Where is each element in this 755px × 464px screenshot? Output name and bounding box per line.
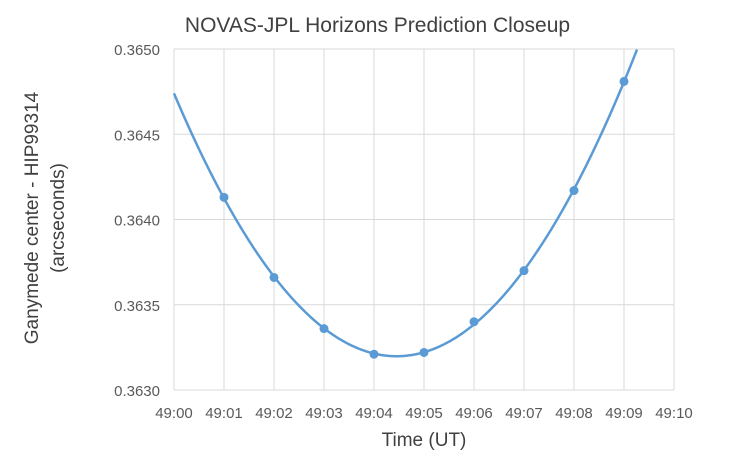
- x-tick-label: 49:01: [205, 405, 243, 422]
- y-axis-label-line2: (arcseconds): [48, 163, 69, 273]
- y-tick-labels: 0.3630 0.3635 0.3640 0.3645 0.3650: [114, 42, 160, 400]
- x-tick-label: 49:03: [305, 405, 343, 422]
- x-tick-label: 49:10: [655, 405, 693, 422]
- y-tick-label: 0.3635: [114, 298, 160, 315]
- data-point: [519, 266, 529, 276]
- data-point: [269, 272, 279, 282]
- y-axis-label-line1: Ganymede center - HIP99314: [22, 91, 43, 345]
- data-point: [619, 76, 629, 86]
- grid: [173, 48, 675, 391]
- x-tick-label: 49:02: [255, 405, 293, 422]
- y-tick-label: 0.3630: [114, 383, 160, 400]
- data-point: [569, 186, 579, 196]
- x-tick-label: 49:08: [555, 405, 593, 422]
- data-point: [469, 317, 479, 327]
- data-point: [419, 347, 429, 357]
- x-tick-labels: 49:00 49:01 49:02 49:03 49:04 49:05 49:06 49:07…: [155, 405, 693, 422]
- y-tick-label: 0.3640: [114, 213, 160, 230]
- x-tick-label: 49:04: [355, 405, 393, 422]
- x-tick-label: 49:05: [405, 405, 443, 422]
- x-tick-label: 49:09: [605, 405, 643, 422]
- x-tick-label: 49:07: [505, 405, 543, 422]
- y-tick-label: 0.3650: [114, 42, 160, 59]
- chart-title: NOVAS-JPL Horizons Prediction Closeup: [184, 14, 571, 37]
- x-tick-label: 49:06: [455, 405, 493, 422]
- data-point: [219, 192, 229, 202]
- x-axis-label: Time (UT): [381, 430, 467, 451]
- y-tick-label: 0.3645: [114, 127, 160, 144]
- y-axis-label: Ganymede center - HIP99314 (arcseconds): [20, 48, 72, 388]
- series-markers: [219, 76, 629, 359]
- x-tick-label: 49:00: [155, 405, 193, 422]
- series-curve: [172, 49, 639, 358]
- data-point: [319, 324, 329, 334]
- data-point: [369, 349, 379, 359]
